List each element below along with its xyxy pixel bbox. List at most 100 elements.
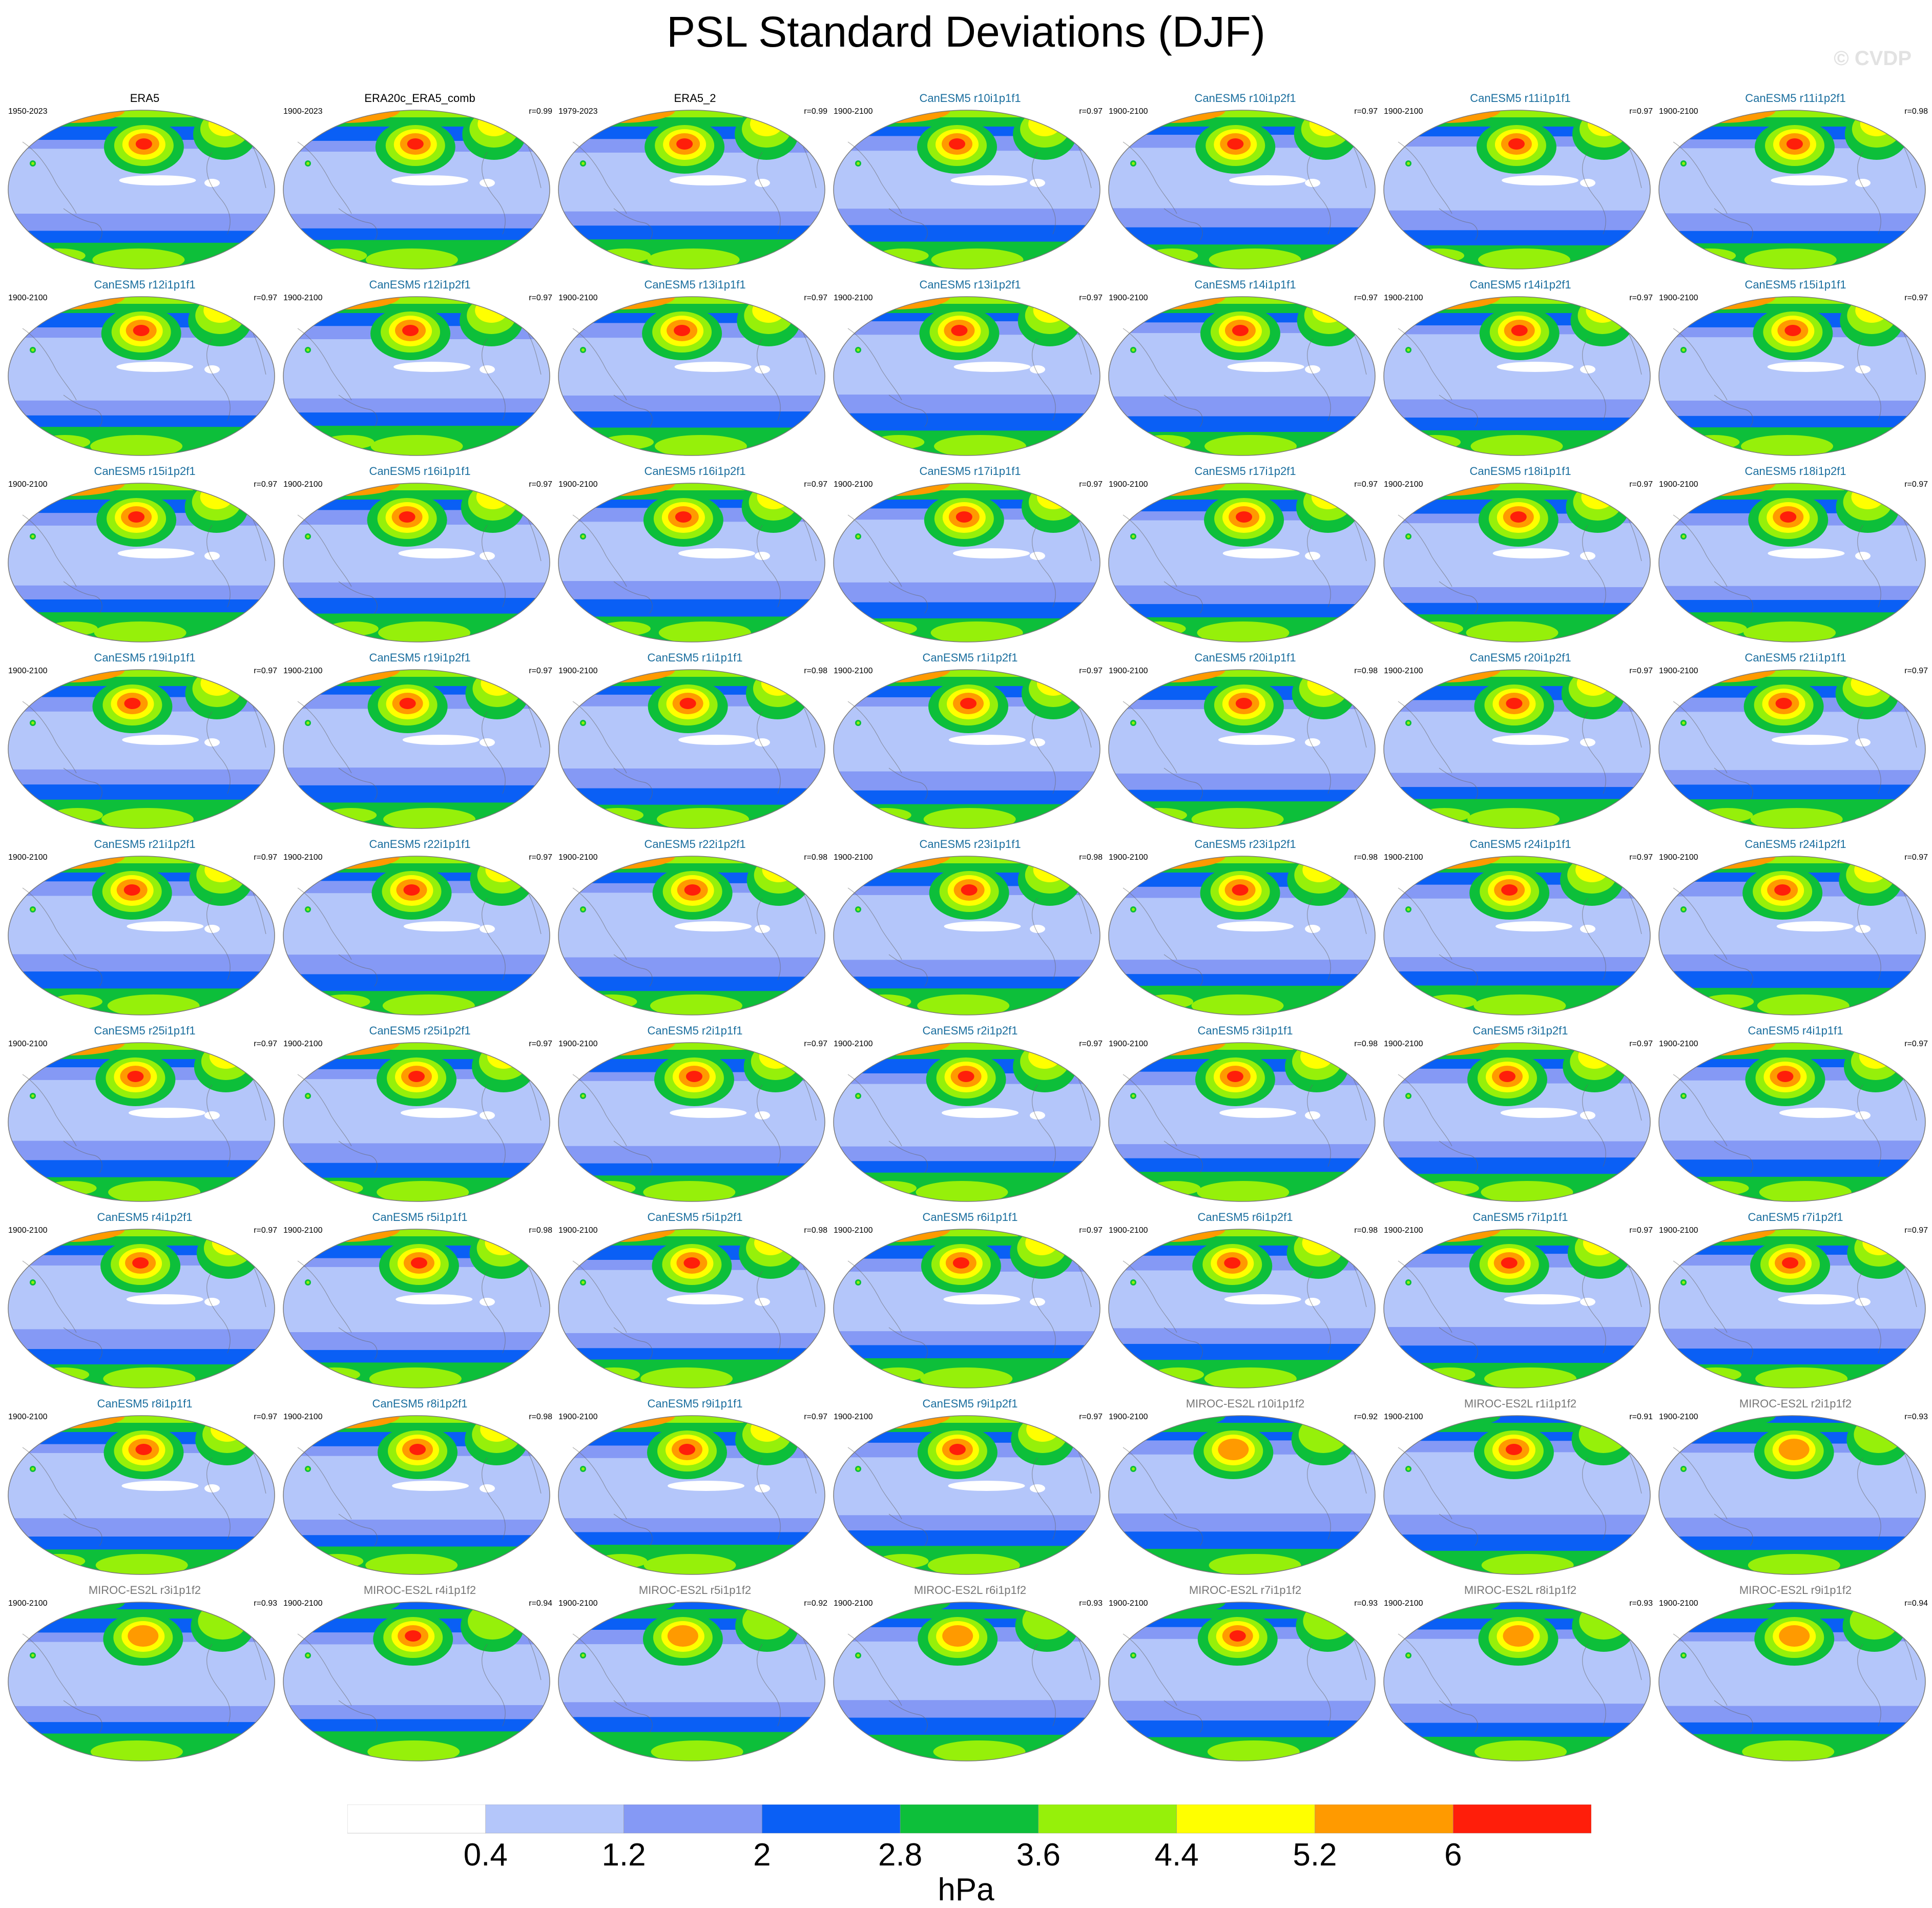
- panel-period: 1900-2100: [834, 480, 873, 489]
- colorbar-swatch: [1176, 1805, 1315, 1834]
- map: [558, 1229, 825, 1388]
- panel-period: 1900-2100: [834, 1599, 873, 1608]
- panel-period: 1900-2100: [283, 294, 323, 302]
- panel-correlation: r=0.97: [1904, 480, 1928, 489]
- panel-period: 1900-2100: [283, 1040, 323, 1048]
- map: [1108, 1229, 1376, 1388]
- panel-correlation: r=0.91: [1629, 1413, 1653, 1421]
- map: [8, 1229, 275, 1388]
- panel-period: 1900-2100: [558, 1413, 598, 1421]
- map: [8, 110, 275, 269]
- map: [1383, 296, 1651, 456]
- map-panel: CanESM5 r6i1p1f1 1900-2100 r=0.97: [833, 1209, 1108, 1388]
- panel-title: CanESM5 r22i1p2f1: [644, 838, 746, 851]
- map: [833, 1229, 1100, 1388]
- map-panel: CanESM5 r11i1p2f1 1900-2100 r=0.98: [1658, 90, 1932, 269]
- colorbar-tick-label: 2.8: [878, 1837, 923, 1873]
- panel-correlation: r=0.98: [1904, 107, 1928, 116]
- page-title: PSL Standard Deviations (DJF): [667, 8, 1265, 56]
- panel-title: CanESM5 r5i1p1f1: [372, 1211, 468, 1223]
- panel-title: CanESM5 r10i1p1f1: [919, 92, 1021, 105]
- panel-period: 1900-2100: [558, 1599, 598, 1608]
- panel-title: CanESM5 r18i1p2f1: [1744, 465, 1846, 478]
- panel-period: 1900-2100: [283, 853, 323, 862]
- panel-title: CanESM5 r13i1p2f1: [919, 278, 1021, 291]
- map: [1383, 110, 1651, 269]
- panel-period: 1900-2100: [834, 853, 873, 862]
- map-panel: CanESM5 r2i1p1f1 1900-2100 r=0.97: [557, 1022, 833, 1202]
- panel-title: CanESM5 r16i1p2f1: [644, 465, 746, 478]
- panel-correlation: r=0.97: [254, 1226, 277, 1235]
- map-panel: CanESM5 r20i1p1f1 1900-2100 r=0.98: [1108, 649, 1383, 829]
- colorbar-units: hPa: [938, 1872, 994, 1907]
- map-panel: CanESM5 r14i1p2f1 1900-2100 r=0.97: [1383, 276, 1658, 456]
- map-panel: CanESM5 r11i1p1f1 1900-2100 r=0.97: [1383, 90, 1658, 269]
- map-panel: CanESM5 r3i1p2f1 1900-2100 r=0.97: [1383, 1022, 1658, 1202]
- map: [1658, 1042, 1926, 1202]
- panel-title: MIROC-ES2L r2i1p1f2: [1739, 1397, 1852, 1410]
- panel-title: MIROC-ES2L r6i1p1f2: [913, 1584, 1027, 1596]
- panel-correlation: r=0.97: [1629, 1040, 1653, 1048]
- panel-title: CanESM5 r7i1p2f1: [1748, 1211, 1843, 1223]
- map: [283, 1042, 550, 1202]
- map-panel: CanESM5 r18i1p1f1 1900-2100 r=0.97: [1383, 463, 1658, 642]
- panel-correlation: r=0.97: [529, 480, 552, 489]
- panel-period: 1900-2100: [1659, 1599, 1698, 1608]
- panel-title: CanESM5 r9i1p2f1: [922, 1397, 1018, 1410]
- panel-correlation: r=0.97: [1079, 107, 1103, 116]
- map-panel: MIROC-ES2L r3i1p1f2 1900-2100 r=0.93: [7, 1582, 282, 1761]
- colorbar-swatch: [762, 1805, 901, 1834]
- panel-title: CanESM5 r25i1p2f1: [369, 1024, 471, 1037]
- map-panel: MIROC-ES2L r5i1p1f2 1900-2100 r=0.92: [557, 1582, 833, 1761]
- panel-period: 1900-2100: [834, 107, 873, 116]
- panel-period: 1900-2023: [283, 107, 323, 116]
- panel-title: CanESM5 r15i1p2f1: [94, 465, 196, 478]
- map: [1108, 669, 1376, 829]
- panel-period: 1900-2100: [1659, 1040, 1698, 1048]
- colorbar-swatch: [1038, 1805, 1177, 1834]
- panel-correlation: r=0.97: [804, 294, 827, 302]
- map: [283, 483, 550, 642]
- colorbar-swatch: [1315, 1805, 1453, 1834]
- map-panel: MIROC-ES2L r4i1p1f2 1900-2100 r=0.94: [282, 1582, 557, 1761]
- panel-period: 1900-2100: [8, 294, 48, 302]
- panel-correlation: r=0.93: [1354, 1599, 1378, 1608]
- panel-correlation: r=0.98: [1354, 853, 1378, 862]
- panel-period: 1900-2100: [1109, 1413, 1148, 1421]
- panel-title: CanESM5 r8i1p2f1: [372, 1397, 468, 1410]
- panel-correlation: r=0.98: [1354, 667, 1378, 675]
- map: [8, 483, 275, 642]
- panel-period: 1900-2100: [1659, 480, 1698, 489]
- panel-period: 1900-2100: [1384, 1599, 1423, 1608]
- panel-title: MIROC-ES2L r5i1p1f2: [638, 1584, 752, 1596]
- map-panel: CanESM5 r7i1p1f1 1900-2100 r=0.97: [1383, 1209, 1658, 1388]
- colorbar-swatch: [347, 1805, 486, 1834]
- map: [833, 483, 1100, 642]
- panel-title: CanESM5 r21i1p2f1: [94, 838, 196, 851]
- colorbar-swatch: [624, 1805, 762, 1834]
- map: [558, 1415, 825, 1575]
- panel-title: CanESM5 r10i1p2f1: [1194, 92, 1296, 105]
- panel-period: 1900-2100: [834, 667, 873, 675]
- map: [1108, 483, 1376, 642]
- panel-title: CanESM5 r2i1p1f1: [647, 1024, 743, 1037]
- map-panel: CanESM5 r5i1p1f1 1900-2100 r=0.98: [282, 1209, 557, 1388]
- panel-title: MIROC-ES2L r8i1p1f2: [1464, 1584, 1577, 1596]
- panel-correlation: r=0.97: [529, 294, 552, 302]
- map: [833, 1042, 1100, 1202]
- map-panel: MIROC-ES2L r6i1p1f2 1900-2100 r=0.93: [833, 1582, 1108, 1761]
- panel-period: 1900-2100: [558, 667, 598, 675]
- map: [1108, 1042, 1376, 1202]
- map: [283, 1415, 550, 1575]
- map: [558, 1042, 825, 1202]
- map-panel: CanESM5 r20i1p2f1 1900-2100 r=0.97: [1383, 649, 1658, 829]
- colorbar-swatch: [900, 1805, 1039, 1834]
- panel-correlation: r=0.97: [1354, 480, 1378, 489]
- panel-period: 1900-2100: [283, 667, 323, 675]
- panel-title: CanESM5 r3i1p1f1: [1197, 1024, 1293, 1037]
- map-panel: CanESM5 r19i1p2f1 1900-2100 r=0.97: [282, 649, 557, 829]
- panel-title: CanESM5 r4i1p1f1: [1748, 1024, 1843, 1037]
- colorbar-swatch: [485, 1805, 624, 1834]
- panel-correlation: r=0.97: [1629, 294, 1653, 302]
- panel-period: 1900-2100: [283, 1599, 323, 1608]
